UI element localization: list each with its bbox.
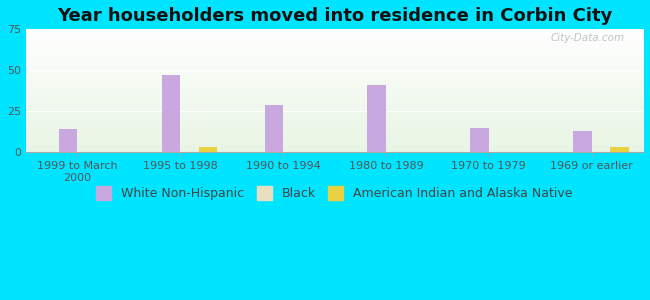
Legend: White Non-Hispanic, Black, American Indian and Alaska Native: White Non-Hispanic, Black, American Indi… bbox=[91, 181, 578, 205]
Bar bbox=[470, 128, 489, 152]
Bar bbox=[265, 105, 283, 152]
Bar bbox=[367, 85, 386, 152]
Title: Year householders moved into residence in Corbin City: Year householders moved into residence i… bbox=[57, 7, 612, 25]
Bar bbox=[573, 131, 592, 152]
Bar bbox=[610, 148, 629, 152]
Text: City-Data.com: City-Data.com bbox=[551, 33, 625, 43]
Bar bbox=[199, 148, 217, 152]
Bar bbox=[162, 75, 180, 152]
Bar bbox=[59, 129, 77, 152]
